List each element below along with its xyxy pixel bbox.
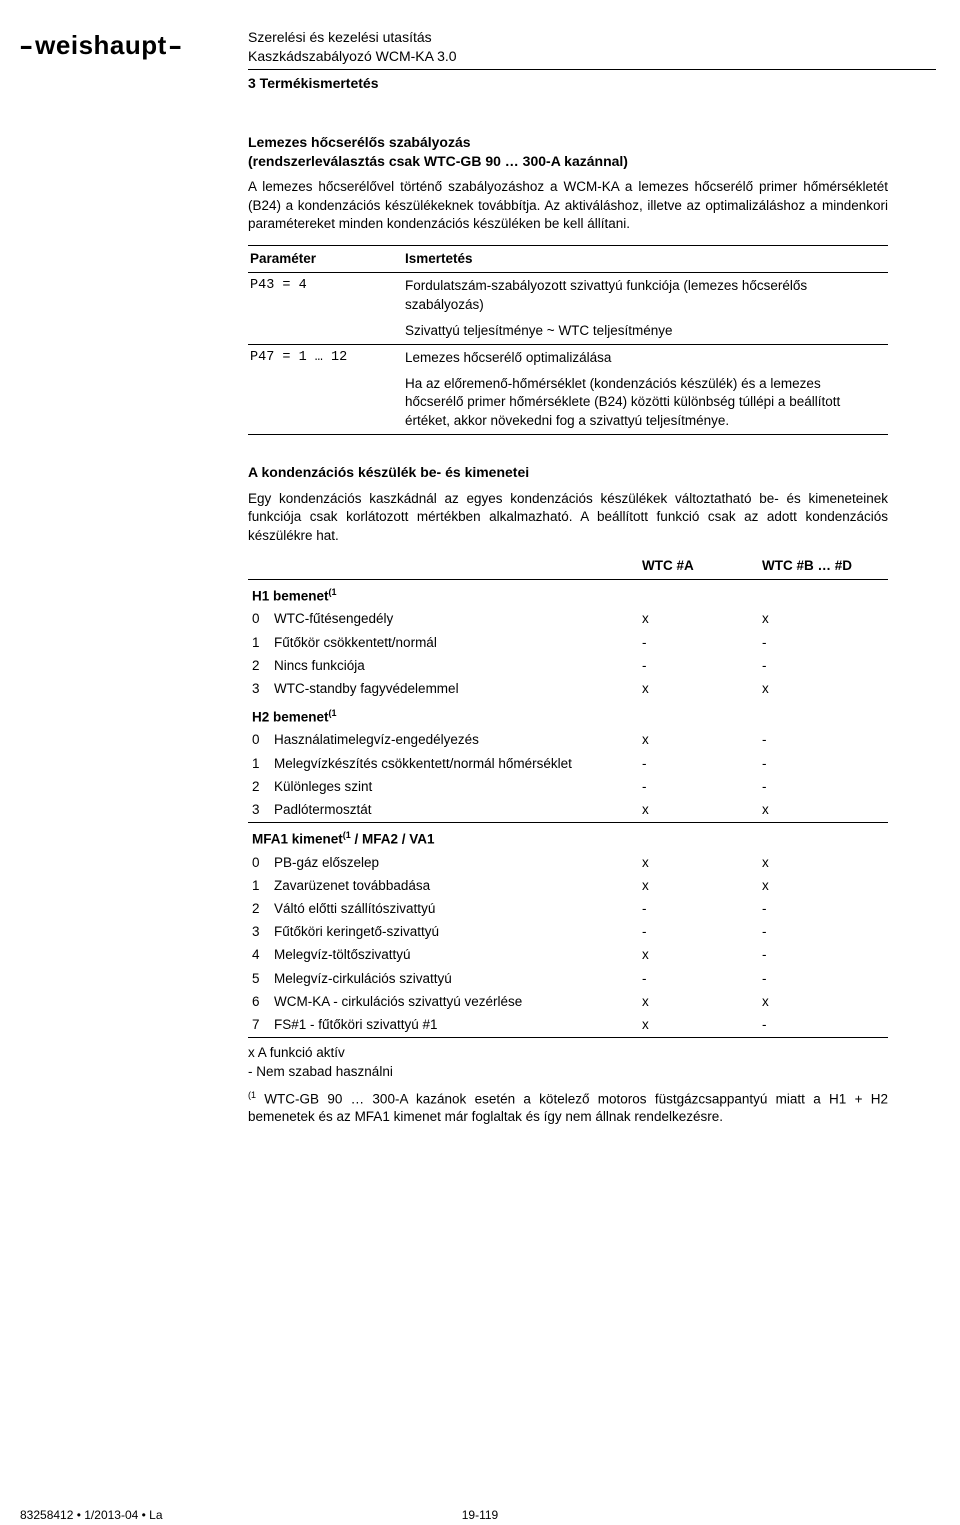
io-cell: 0 bbox=[248, 729, 270, 752]
legend-active: x A funkció aktív bbox=[248, 1044, 888, 1062]
io-cell: - bbox=[758, 921, 888, 944]
doc-title-line2: Kaszkádszabályozó WCM-KA 3.0 bbox=[248, 47, 960, 66]
io-cell: - bbox=[638, 631, 758, 654]
io-cell: x bbox=[758, 990, 888, 1013]
footer-pagenum: 19-119 bbox=[0, 1507, 960, 1523]
io-cell: 4 bbox=[248, 944, 270, 967]
io-cell: 2 bbox=[248, 775, 270, 798]
io-cell: x bbox=[638, 729, 758, 752]
io-cell: x bbox=[638, 678, 758, 701]
io-cell: Melegvízkészítés csökkentett/normál hőmé… bbox=[270, 752, 638, 775]
io-title: A kondenzációs készülék be- és kimenetei bbox=[248, 463, 888, 482]
io-cell: 3 bbox=[248, 678, 270, 701]
io-cell: x bbox=[638, 799, 758, 823]
io-cell: 7 bbox=[248, 1014, 270, 1038]
io-cell: x bbox=[758, 678, 888, 701]
intro-paragraph: A lemezes hőcserélővel történő szabályoz… bbox=[248, 178, 888, 233]
parameter-table: Paraméter Ismertetés P43 = 4 Fordulatszá… bbox=[248, 245, 888, 435]
io-cell: - bbox=[758, 654, 888, 677]
io-cell: 1 bbox=[248, 874, 270, 897]
io-cell: - bbox=[758, 752, 888, 775]
io-cell: WTC-fűtésengedély bbox=[270, 608, 638, 631]
io-cell: Különleges szint bbox=[270, 775, 638, 798]
io-cell: 5 bbox=[248, 967, 270, 990]
io-cell: WCM-KA - cirkulációs szivattyú vezérlése bbox=[270, 990, 638, 1013]
io-cell: x bbox=[638, 944, 758, 967]
io-cell: - bbox=[758, 729, 888, 752]
io-cell: Fűtőkör csökkentett/normál bbox=[270, 631, 638, 654]
io-cell: - bbox=[758, 1014, 888, 1038]
io-cell: x bbox=[638, 608, 758, 631]
io-cell: 2 bbox=[248, 897, 270, 920]
io-cell: - bbox=[638, 897, 758, 920]
io-table: WTC #A WTC #B … #D H1 bemenet(10WTC-fűté… bbox=[248, 555, 888, 1038]
section-heading: 3 Termékismertetés bbox=[248, 74, 960, 93]
io-cell: x bbox=[638, 874, 758, 897]
legend-forbidden: - Nem szabad használni bbox=[248, 1063, 888, 1081]
io-cell: Fűtőköri keringető-szivattyú bbox=[270, 921, 638, 944]
io-cell: x bbox=[758, 874, 888, 897]
io-cell: Nincs funkciója bbox=[270, 654, 638, 677]
io-cell: 3 bbox=[248, 921, 270, 944]
io-cell: - bbox=[638, 654, 758, 677]
intro-title: Lemezes hőcserélős szabályozás (rendszer… bbox=[248, 133, 888, 171]
io-cell: - bbox=[758, 775, 888, 798]
io-col-a: WTC #A bbox=[638, 555, 758, 579]
io-cell: Melegvíz-töltőszivattyú bbox=[270, 944, 638, 967]
doc-title-line1: Szerelési és kezelési utasítás bbox=[248, 28, 960, 47]
io-cell: x bbox=[758, 608, 888, 631]
io-footnote: (1 WTC-GB 90 … 300-A kazánok esetén a kö… bbox=[248, 1089, 888, 1127]
param-cell bbox=[248, 371, 403, 434]
io-cell: x bbox=[638, 1014, 758, 1038]
page-header: -weishaupt- Szerelési és kezelési utasít… bbox=[0, 0, 960, 93]
io-cell: FS#1 - fűtőköri szivattyú #1 bbox=[270, 1014, 638, 1038]
io-paragraph: Egy kondenzációs kaszkádnál az egyes kon… bbox=[248, 490, 888, 545]
param-cell: P43 = 4 bbox=[248, 273, 403, 318]
io-cell: - bbox=[758, 897, 888, 920]
brand-logo: -weishaupt- bbox=[18, 28, 184, 63]
param-cell: Fordulatszám-szabályozott szivattyú funk… bbox=[403, 273, 888, 318]
io-cell: - bbox=[758, 944, 888, 967]
io-cell: x bbox=[638, 851, 758, 874]
param-cell: Szivattyú teljesítménye ~ WTC teljesítmé… bbox=[403, 318, 888, 345]
io-cell: PB-gáz előszelep bbox=[270, 851, 638, 874]
param-cell: Ha az előremenő-hőmérséklet (kondenzáció… bbox=[403, 371, 888, 434]
param-cell bbox=[248, 318, 403, 345]
io-cell: - bbox=[638, 921, 758, 944]
io-group-header: H2 bemenet(1 bbox=[248, 701, 888, 729]
io-cell: 2 bbox=[248, 654, 270, 677]
param-header-param: Paraméter bbox=[248, 246, 403, 273]
io-cell: 1 bbox=[248, 752, 270, 775]
io-cell: Melegvíz-cirkulációs szivattyú bbox=[270, 967, 638, 990]
io-group-header: H1 bemenet(1 bbox=[248, 579, 888, 608]
io-cell: - bbox=[638, 775, 758, 798]
param-cell: P47 = 1 … 12 bbox=[248, 344, 403, 371]
io-cell: - bbox=[638, 752, 758, 775]
io-cell: x bbox=[758, 799, 888, 823]
io-cell: 1 bbox=[248, 631, 270, 654]
io-col-b: WTC #B … #D bbox=[758, 555, 888, 579]
param-cell: Lemezes hőcserélő optimalizálása bbox=[403, 344, 888, 371]
main-content: Lemezes hőcserélős szabályozás (rendszer… bbox=[248, 133, 888, 1127]
io-group-header: MFA1 kimenet(1 / MFA2 / VA1 bbox=[248, 822, 888, 851]
io-cell: Padlótermosztát bbox=[270, 799, 638, 823]
io-cell: 0 bbox=[248, 608, 270, 631]
io-cell: 3 bbox=[248, 799, 270, 823]
io-cell: 6 bbox=[248, 990, 270, 1013]
io-cell: 0 bbox=[248, 851, 270, 874]
io-cell: - bbox=[758, 967, 888, 990]
io-cell: Zavarüzenet továbbadása bbox=[270, 874, 638, 897]
io-cell: - bbox=[758, 631, 888, 654]
io-cell: Váltó előtti szállítószivattyú bbox=[270, 897, 638, 920]
io-cell: WTC-standby fagyvédelemmel bbox=[270, 678, 638, 701]
header-rule bbox=[248, 69, 936, 70]
io-cell: - bbox=[638, 967, 758, 990]
io-cell: x bbox=[758, 851, 888, 874]
param-header-desc: Ismertetés bbox=[403, 246, 888, 273]
io-cell: x bbox=[638, 990, 758, 1013]
io-cell: Használatimelegvíz-engedélyezés bbox=[270, 729, 638, 752]
